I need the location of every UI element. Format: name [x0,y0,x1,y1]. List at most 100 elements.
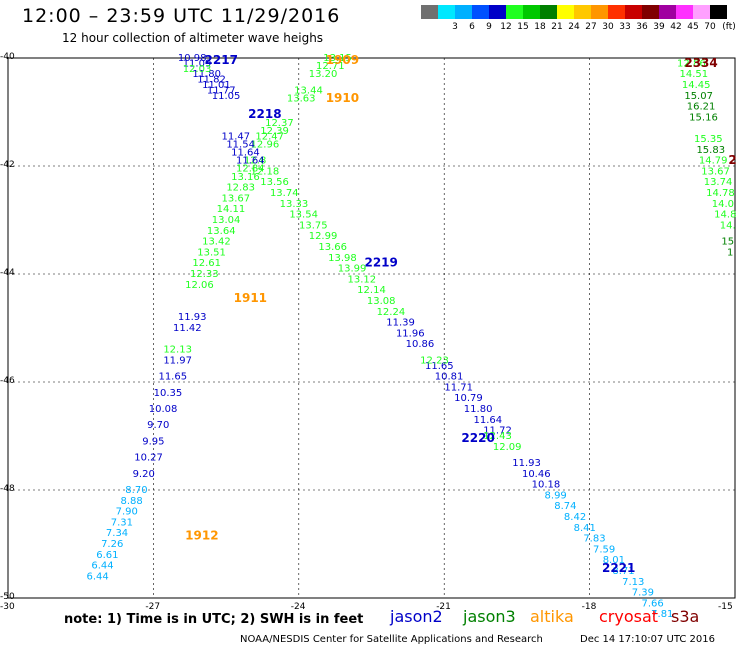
swh-value: 10.79 [454,393,483,404]
swh-value: 15 [721,237,734,248]
swh-value: 11.54 [226,139,255,150]
scale-unit: (ft) [722,22,736,32]
scale-label: 12 [500,22,512,32]
scale-label: 27 [585,22,597,32]
swh-value: 11.64 [231,148,260,159]
swh-value: 13.75 [299,220,328,231]
swh-value: 12.61 [192,258,221,269]
swh-value: 9.95 [142,436,164,447]
swh-value: 13.74 [270,188,299,199]
scale-swatch [693,5,710,19]
lat-tick-label: -44 [0,268,15,278]
swh-value: 8.41 [574,523,596,534]
swh-value: 11.93 [512,458,541,469]
swh-value: 13.42 [202,237,231,248]
swh-value: 13.98 [328,253,357,264]
scale-label: 15 [517,22,529,32]
swh-value: 12.43 [483,431,512,442]
scale-swatch [438,5,455,19]
swh-value: 12.86 [677,58,706,69]
scale-swatch [523,5,540,19]
swh-value: 15.35 [694,134,723,145]
swh-value: 7.26 [101,539,123,550]
swh-value: 7.13 [622,577,644,588]
swh-value: 12.09 [493,442,522,453]
page-subtitle: 12 hour collection of altimeter wave hei… [62,31,324,45]
swh-value: 14. [720,220,736,231]
scale-label: 39 [653,22,665,32]
swh-value: 14.8 [714,210,736,221]
scale-label: 9 [486,22,492,32]
swh-value: 12.99 [309,231,338,242]
swh-value: 10.81 [435,372,464,383]
swh-value: 14.0 [712,199,734,210]
swh-value: 9.70 [147,420,169,431]
swh-value: 10.27 [134,453,163,464]
satellite-legend-item: s3a [671,607,700,626]
footer-note: note: 1) Time is in UTC; 2) SWH is in fe… [64,612,364,627]
satellite-legend-item: altika [530,607,574,626]
swh-value: 12.03 [183,64,212,75]
pass-label: 2221 [602,561,635,575]
swh-value: 7.83 [583,534,605,545]
swh-value: 12.8 [244,156,266,167]
lon-tick-label: -18 [581,602,597,612]
pass-label: 2218 [248,107,281,121]
swh-value: 12.24 [377,307,406,318]
pass-label: 1910 [326,91,359,105]
page-title: 12:00 – 23:59 UTC 11/29/2016 [22,5,341,27]
scale-label: 33 [619,22,631,32]
lon-tick-label: -24 [290,602,306,612]
scale-swatch [608,5,625,19]
swh-value: 10.86 [406,339,435,350]
swh-value: 12.71 [316,61,345,72]
swh-value: 15.83 [696,145,725,156]
pass-label: 2334 [684,56,717,70]
scale-swatch [625,5,642,19]
swh-value: 13.20 [309,69,338,80]
scale-label: 3 [452,22,458,32]
swh-value: 12.84 [236,164,265,175]
swh-value: 8.74 [554,501,576,512]
swh-value: 14.79 [699,156,728,167]
swh-value: 11.65 [425,361,454,372]
swh-value: 11.65 [158,372,187,383]
swh-value: 11.82 [197,75,226,86]
pass-label: 1912 [185,528,218,542]
swh-value: 14.78 [706,188,735,199]
swh-value: 12.23 [420,355,449,366]
swh-value: 15.07 [684,91,713,102]
scale-label: 45 [687,22,699,32]
swh-value: 13.56 [260,177,289,188]
pass-label: 2217 [205,53,238,67]
scale-swatch [574,5,591,19]
swh-value: 11.42 [173,323,202,334]
satellite-legend-item: jason3 [463,607,516,626]
swh-value: 13.44 [294,85,323,96]
swh-value: 13.67 [701,166,730,177]
swh-values: 10.9811.0911.8011.8211.0111.7711.0512.03… [87,53,737,620]
scale-swatch [540,5,557,19]
credit-line: NOAA/NESDIS Center for Satellite Applica… [240,634,543,645]
swh-value: 11.01 [202,80,231,91]
lat-tick-label: -40 [0,52,15,62]
swh-value: 7.90 [116,507,138,518]
swh-value: 14.45 [682,80,711,91]
lat-tick-label: -50 [0,592,15,602]
swh-value: 11.80 [464,404,493,415]
swh-value: 10.35 [154,388,183,399]
lat-tick-label: -48 [0,484,15,494]
swh-value: 7.31 [111,517,133,528]
satellite-legend-item: cryosat [599,607,659,626]
swh-value: 8.42 [564,512,586,523]
lon-tick-label: -27 [145,602,161,612]
swh-value: 7.34 [106,528,128,539]
swh-value: 15.16 [689,112,718,123]
lon-tick-label: -21 [436,602,451,612]
swh-value: 7.81 [651,609,673,620]
scale-label: 36 [636,22,648,32]
scale-swatch [659,5,676,19]
swh-value: 11.72 [483,426,512,437]
swh-value: 13.16 [231,172,260,183]
generation-timestamp: Dec 14 17:10:07 UTC 2016 [580,634,715,645]
